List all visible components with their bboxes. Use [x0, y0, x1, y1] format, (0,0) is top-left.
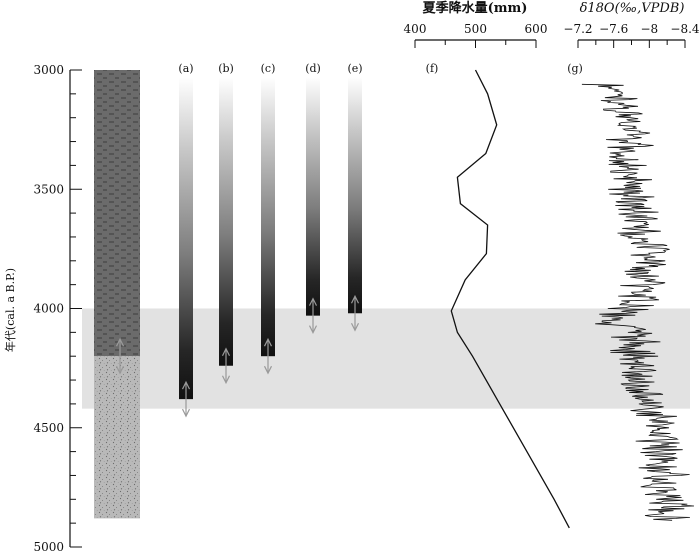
bar-arrow-head-down: [221, 375, 231, 385]
f-tick-label: 600: [525, 22, 548, 36]
precipitation-curve: [450, 69, 570, 529]
y-tick-label: 3000: [33, 63, 64, 77]
gradient-bar: [219, 77, 233, 366]
bar-arrow-head-up: [350, 294, 360, 304]
f-tick-label: 400: [404, 22, 427, 36]
bar-arrow: [350, 294, 360, 332]
y-tick-label: 5000: [33, 540, 64, 554]
y-axis: 3000 3500 4000 4500 5000: [33, 63, 82, 554]
gradient-bar: [261, 77, 275, 357]
g-tick-label: −8.4: [670, 22, 700, 36]
lithology-dark-section: [94, 70, 140, 357]
bar-arrow-head-up: [181, 380, 191, 390]
bar-label: (a): [178, 62, 193, 75]
oxygen-isotope-axis-title: δ18O(‰,VPDB): [580, 1, 685, 16]
gradient-bar: [306, 77, 320, 316]
g-tick-label: −7.2: [563, 22, 592, 36]
lithology-column: [94, 70, 140, 519]
panel-label-f: (f): [426, 62, 439, 75]
y-tick-label: 3500: [33, 182, 64, 196]
bar-arrow-head-down: [350, 323, 360, 332]
y-tick-label: 4000: [33, 302, 64, 316]
bar-arrow-head-up: [221, 347, 231, 357]
precipitation-axis-title: 夏季降水量(mm): [422, 0, 528, 16]
bar-arrow: [181, 380, 191, 418]
bar-arrow: [263, 337, 273, 375]
g-tick-label: −7.6: [599, 22, 628, 36]
bar-arrow-head-up: [263, 337, 273, 347]
bar-label: (e): [347, 62, 362, 75]
lithology-arrow: [115, 337, 125, 375]
panel-label-g: (g): [567, 62, 583, 75]
bar-label: (d): [305, 62, 321, 75]
f-tick-label: 500: [464, 22, 487, 36]
y-tick-label: 4500: [33, 421, 64, 435]
bar-arrow-head-up: [308, 297, 318, 306]
bar-arrow: [308, 297, 318, 334]
lithology-arrow-head-down: [115, 365, 125, 375]
lithology-light-section: [94, 356, 140, 519]
bar-arrow-head-down: [181, 408, 191, 418]
lithology-arrow-head-up: [115, 337, 125, 347]
y-axis-label: 年代(cal. a B.P.): [3, 268, 17, 352]
oxygen-isotope-curve: [581, 83, 695, 521]
bar-label: (c): [261, 62, 276, 75]
oxygen-isotope-axis: −7.2 −7.6 −8 −8.4: [563, 22, 700, 48]
precipitation-axis: 400 500 600: [404, 22, 548, 48]
g-tick-label: −8: [640, 22, 658, 36]
gradient-bar: [179, 77, 193, 400]
bar-arrow-head-down: [308, 325, 318, 334]
gradient-bar: [348, 77, 362, 314]
bar-label: (b): [218, 62, 234, 75]
bar-arrow-head-down: [263, 365, 273, 375]
gradient-bars: (a) (b) (c) (d) (e): [178, 62, 363, 418]
bar-arrow: [221, 347, 231, 385]
